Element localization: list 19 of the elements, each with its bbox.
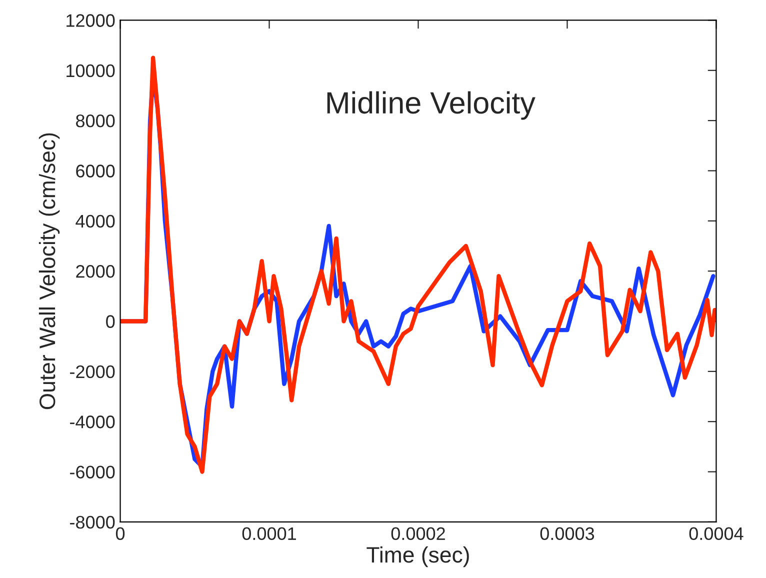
y-tick-label: 10000 bbox=[66, 64, 115, 78]
y-tick-label: 0 bbox=[106, 315, 115, 328]
y-tick-label: -8000 bbox=[70, 516, 115, 529]
y-tick-label: 2000 bbox=[76, 265, 115, 278]
x-tick-label: 0.0001 bbox=[242, 527, 296, 540]
y-tick-label: -2000 bbox=[70, 365, 115, 378]
y-tick-label: -4000 bbox=[70, 416, 115, 428]
y-tick-label: 4000 bbox=[76, 214, 115, 228]
y-tick-label: -6000 bbox=[70, 466, 115, 478]
y-tick-label: 12000 bbox=[66, 14, 115, 27]
annotation: Midline Velocity bbox=[327, 91, 536, 120]
y-axis-title: Outer Wall Velocity (cm/sec) bbox=[38, 133, 60, 410]
x-tick-label: 0.0004 bbox=[689, 527, 744, 540]
x-axis-title: Time (sec) bbox=[366, 546, 469, 568]
x-tick-label: 0.0003 bbox=[540, 527, 594, 540]
y-tick-label: 8000 bbox=[76, 114, 115, 128]
x-tick-label: 0 bbox=[116, 527, 125, 540]
x-tick-label: 0.0002 bbox=[391, 527, 445, 540]
y-tick-label: 6000 bbox=[76, 164, 115, 178]
